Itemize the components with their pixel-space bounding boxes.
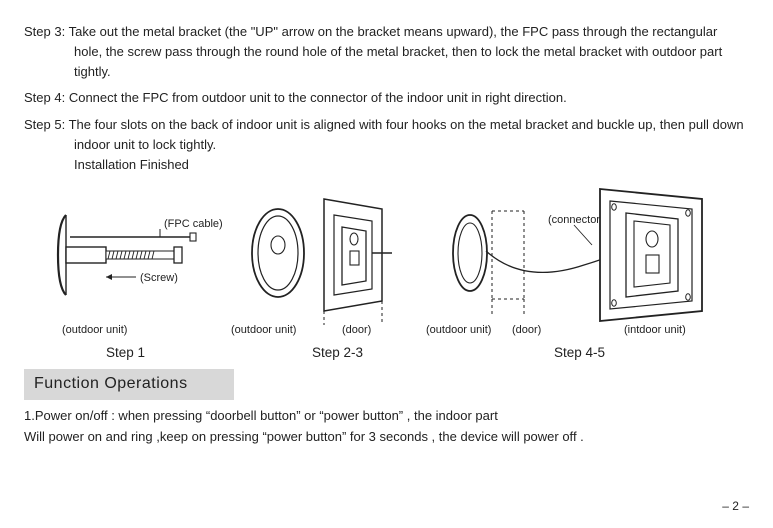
step-5-text: The four slots on the back of indoor uni…: [69, 117, 744, 152]
func-line-2: Will power on and ring ,keep on pressing…: [24, 427, 749, 448]
step-3: Step 3: Take out the metal bracket (the …: [24, 22, 749, 82]
svg-text:Step 2-3: Step 2-3: [312, 345, 363, 360]
installation-diagram: (Screw) (FPC cable) (outdoor unit) Step …: [24, 185, 749, 365]
step-4: Step 4: Connect the FPC from outdoor uni…: [24, 88, 749, 108]
step-3-label: Step 3:: [24, 24, 65, 39]
svg-text:(outdoor unit): (outdoor unit): [62, 324, 127, 336]
svg-text:(door): (door): [342, 324, 371, 336]
svg-text:(connector): (connector): [548, 214, 604, 226]
func-line-1: 1.Power on/off : when pressing “doorbell…: [24, 406, 749, 427]
svg-text:(Screw): (Screw): [140, 272, 178, 284]
svg-text:(intdoor unit): (intdoor unit): [624, 324, 686, 336]
function-operations-text: 1.Power on/off : when pressing “doorbell…: [24, 406, 749, 448]
step-3-text: Take out the metal bracket (the "UP" arr…: [69, 24, 723, 79]
installation-finished: Installation Finished: [24, 155, 749, 175]
step-5-label: Step 5:: [24, 117, 65, 132]
svg-text:(door): (door): [512, 324, 541, 336]
svg-text:(outdoor unit): (outdoor unit): [426, 324, 491, 336]
svg-text:(outdoor unit): (outdoor unit): [231, 324, 296, 336]
svg-text:(FPC cable): (FPC cable): [164, 218, 223, 230]
step-5: Step 5: The four slots on the back of in…: [24, 115, 749, 175]
svg-text:Step 4-5: Step 4-5: [554, 345, 605, 360]
step-4-text: Connect the FPC from outdoor unit to the…: [69, 90, 567, 105]
section-title: Function Operations: [24, 369, 234, 400]
page-number: – 2 –: [722, 497, 749, 516]
step-4-label: Step 4:: [24, 90, 65, 105]
svg-text:Step 1: Step 1: [106, 345, 145, 360]
